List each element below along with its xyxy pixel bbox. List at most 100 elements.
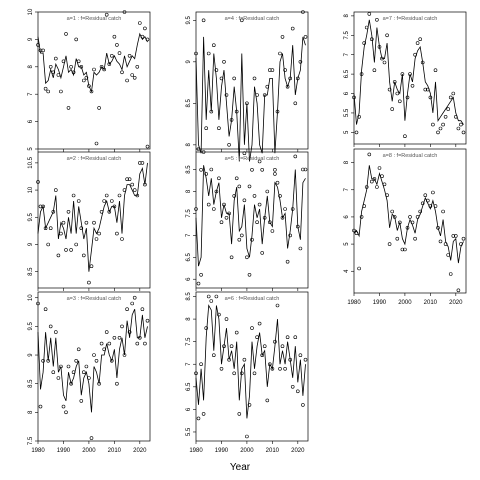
data-point — [204, 172, 208, 176]
data-point — [385, 33, 389, 38]
data-point — [240, 18, 244, 23]
data-point — [369, 179, 374, 184]
data-point — [451, 91, 456, 96]
data-point — [278, 194, 282, 198]
data-point — [301, 167, 305, 172]
data-point — [255, 335, 259, 340]
data-point — [212, 43, 216, 48]
data-point — [441, 209, 445, 214]
data-point — [214, 68, 219, 72]
y-tick-label: 5.5 — [186, 427, 192, 436]
data-point — [252, 371, 257, 376]
data-point — [459, 122, 463, 127]
x-tick-label: 1990 — [215, 448, 229, 454]
data-point — [367, 152, 372, 157]
y-tick-label: 8.5 — [186, 292, 192, 301]
data-point — [87, 280, 91, 285]
panel-title: a=8 : f=Residual catch — [383, 153, 438, 159]
data-point — [245, 434, 249, 439]
data-point — [43, 86, 48, 91]
data-point — [375, 185, 379, 189]
data-point — [242, 357, 247, 362]
y-tick-label: 5.5 — [344, 108, 350, 117]
y-tick-label: 8.5 — [28, 379, 34, 388]
data-point — [130, 301, 134, 306]
data-point — [260, 251, 265, 255]
panel-8: a=8 : f=Residual catch 4 5 6 7 8 1980 1990 2000 2… — [344, 148, 467, 306]
panel-frame — [353, 148, 467, 294]
panel-7: a=7 : f=Residual catch 5 5.5 6 6.5 7 7.5 8 — [344, 11, 467, 147]
data-point — [140, 307, 145, 312]
data-point — [285, 259, 290, 264]
data-point — [132, 76, 137, 80]
data-point — [224, 216, 229, 220]
y-tick-label: 6 — [186, 407, 192, 411]
data-point — [138, 161, 142, 165]
data-point — [53, 56, 58, 61]
data-point — [99, 341, 104, 346]
x-tick-label: 1980 — [189, 448, 203, 454]
x-tick-label: 2010 — [266, 448, 280, 454]
y-tick-label: 9 — [28, 353, 34, 357]
data-point — [423, 87, 428, 92]
data-point — [59, 231, 63, 236]
data-point — [431, 190, 435, 195]
panel-title: a=2 : f=Residual catch — [67, 156, 122, 162]
data-point — [46, 89, 51, 94]
y-tick-label: 6 — [344, 215, 350, 219]
y-tick-label: 7 — [186, 233, 192, 237]
y-tick-label: 9.5 — [28, 322, 34, 331]
data-point — [94, 358, 99, 363]
data-point — [288, 233, 293, 238]
data-point — [127, 53, 132, 58]
data-point — [212, 353, 216, 358]
data-point — [66, 210, 71, 214]
data-point — [76, 347, 81, 352]
data-point — [367, 12, 372, 16]
data-point — [112, 34, 117, 39]
data-point — [293, 335, 298, 340]
fitted-line — [195, 36, 306, 162]
data-point — [102, 199, 106, 203]
data-point — [377, 166, 382, 170]
data-point — [97, 106, 101, 110]
data-point — [303, 35, 308, 39]
y-tick-label: 6 — [28, 119, 34, 123]
panel-4: a=4 : f=Residual catch 8 8.5 9 9.5 — [186, 10, 309, 189]
data-point — [283, 366, 287, 371]
data-point — [290, 384, 295, 389]
data-point — [219, 220, 224, 224]
data-point — [229, 344, 234, 349]
y-tick-label: 7.5 — [186, 337, 192, 346]
data-point — [38, 204, 43, 209]
data-point — [237, 237, 242, 242]
data-point — [275, 303, 280, 308]
y-tick-label: 7 — [344, 187, 350, 191]
data-point — [293, 154, 298, 159]
data-point — [247, 403, 252, 407]
data-point — [232, 76, 236, 81]
data-point — [257, 321, 262, 326]
data-point — [250, 326, 254, 330]
data-point — [280, 344, 285, 349]
panel-frame — [37, 11, 151, 150]
data-point — [79, 399, 84, 403]
y-tick-label: 8 — [186, 317, 192, 321]
x-tick-label: 2020 — [449, 300, 463, 306]
data-point — [145, 318, 150, 323]
data-point — [97, 231, 101, 236]
data-point — [66, 106, 71, 110]
data-point — [273, 168, 277, 172]
data-point — [232, 194, 236, 198]
data-point — [418, 37, 423, 42]
data-point — [199, 272, 203, 277]
y-tick-label: 10.5 — [28, 156, 34, 168]
data-point — [115, 43, 119, 47]
data-point — [390, 209, 395, 214]
data-point — [298, 59, 303, 64]
data-point — [255, 220, 259, 224]
data-point — [242, 198, 247, 203]
data-point — [196, 281, 201, 286]
data-point — [237, 184, 242, 189]
